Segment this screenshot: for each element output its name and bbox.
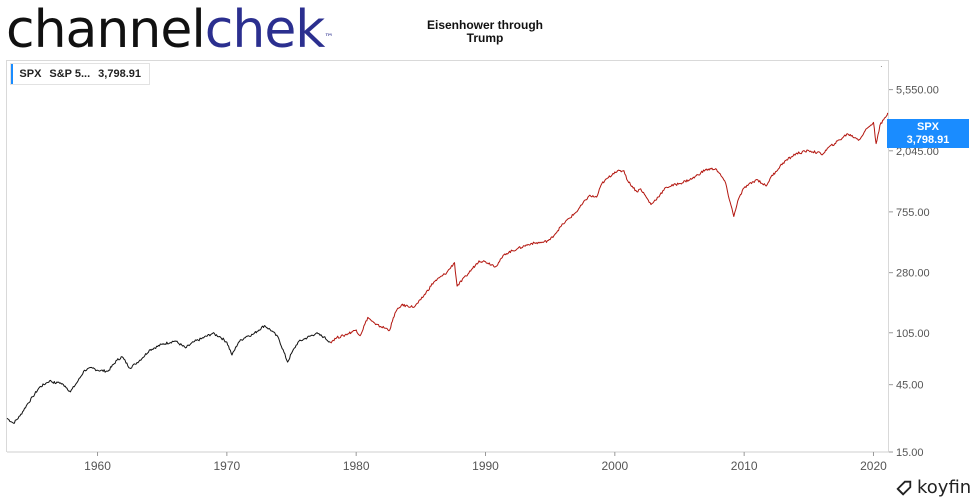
legend-value: 3,798.91: [98, 68, 141, 80]
series-line-0: [6, 325, 331, 424]
legend[interactable]: SPX S&P 5... 3,798.91: [10, 63, 150, 85]
chart-menu-dot[interactable]: ·: [880, 62, 883, 71]
x-tick-label: 1960: [84, 459, 111, 473]
x-tick-label: 2010: [731, 459, 758, 473]
series-line-1: [330, 112, 889, 344]
x-tick-label: 1980: [343, 459, 370, 473]
koyfin-logo-icon: [896, 480, 912, 496]
y-tick-label: 45.00: [896, 380, 924, 392]
x-tick-label: 1990: [472, 459, 499, 473]
y-tick-label: 105.00: [896, 328, 930, 340]
x-tick-label: 2000: [601, 459, 628, 473]
y-tick-label: 755.00: [896, 207, 930, 219]
y-tick-label: 2,045.00: [896, 146, 939, 158]
x-tick-label: 1970: [214, 459, 241, 473]
koyfin-watermark: koyfin: [895, 477, 971, 498]
y-axis: 5,550.00 2,045.00 755.00 280.00 105.00 45.00 1…: [889, 85, 939, 459]
legend-name: S&P 5...: [49, 68, 91, 80]
y-tick-label: 280.00: [896, 268, 930, 280]
chart-title: Eisenhower through Trump: [410, 19, 560, 45]
legend-swatch: [11, 64, 14, 84]
channelchek-logo: channelchek™: [6, 0, 333, 60]
logo-trademark: ™: [324, 33, 333, 43]
x-axis: 1960 1970 1980 1990 2000 2010 2020: [7, 451, 889, 473]
logo-text-part2: chek: [204, 0, 326, 60]
series-layer: [6, 112, 889, 424]
y-tick-label: 5,550.00: [896, 85, 939, 97]
flag-ticker: SPX: [916, 121, 939, 133]
chart-title-line2: Trump: [466, 31, 504, 45]
chart-frame: [6, 60, 889, 452]
logo-text-part1: channel: [6, 0, 206, 60]
flag-value: 3,798.91: [906, 134, 950, 146]
x-tick-label: 2020: [860, 459, 887, 473]
last-price-flag: SPX 3,798.91: [887, 119, 969, 148]
legend-ticker: SPX: [19, 68, 42, 80]
chart-title-line1: Eisenhower through: [426, 18, 543, 32]
y-tick-label: 15.00: [896, 447, 924, 459]
koyfin-label: koyfin: [917, 477, 972, 498]
